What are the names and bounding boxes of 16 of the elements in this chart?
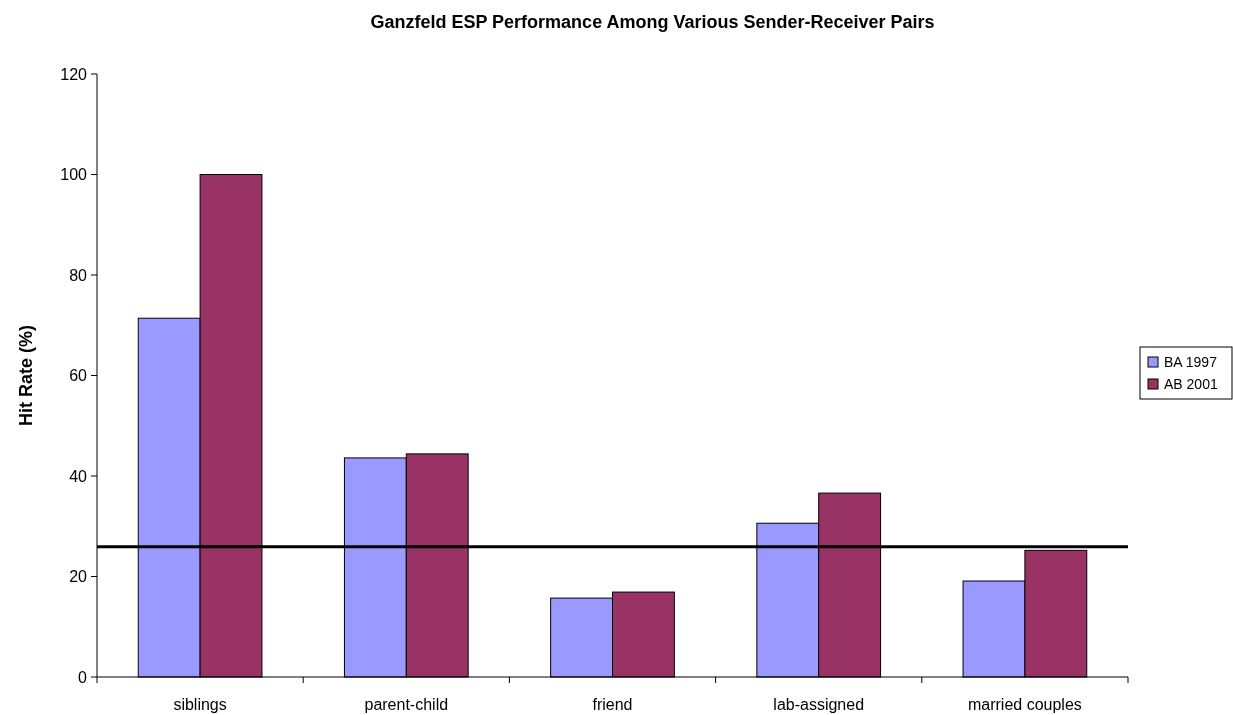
y-tick-label: 120 xyxy=(60,65,88,83)
y-tick-label: 100 xyxy=(60,166,88,184)
x-tick-label: siblings xyxy=(173,696,227,713)
x-tick-label: friend xyxy=(592,696,633,713)
y-axis-title: Hit Rate (%) xyxy=(16,324,36,427)
chart-title: Ganzfeld ESP Performance Among Various Sender-Receiver Pairs xyxy=(370,12,935,32)
legend-label: BA 1997 xyxy=(1164,353,1218,370)
y-tick-label: 0 xyxy=(78,668,88,686)
legend-label: AB 2001 xyxy=(1164,375,1218,392)
x-tick-label: lab-assigned xyxy=(773,696,865,713)
y-tick-label: 40 xyxy=(69,467,88,485)
x-tick-label: married couples xyxy=(967,696,1082,713)
y-tick-label: 60 xyxy=(69,367,88,385)
y-tick-label: 20 xyxy=(69,568,88,586)
y-tick-label: 80 xyxy=(69,266,88,284)
x-tick-label: parent-child xyxy=(364,696,449,713)
